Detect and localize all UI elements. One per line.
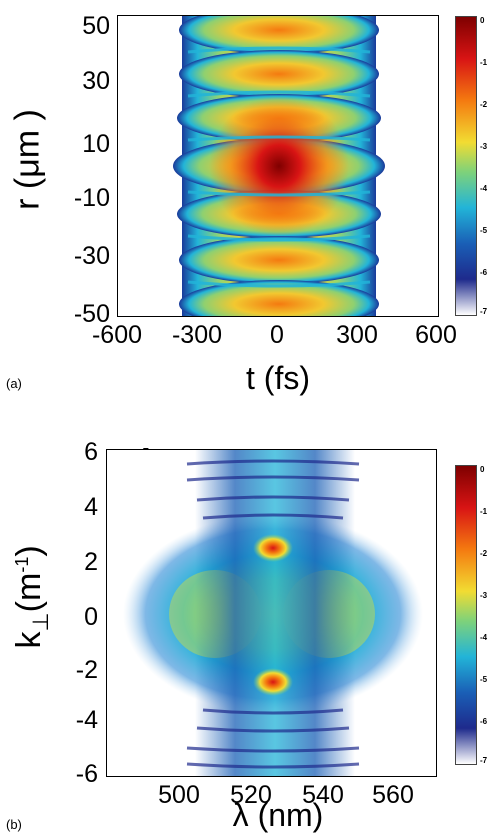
y-tick: -10 [40, 186, 110, 211]
y-tick: -4 [28, 708, 98, 733]
panel-tag: (b) [6, 817, 22, 832]
colorbar-tick: -6 [480, 269, 487, 277]
colorbar-tick: -1 [480, 59, 487, 67]
x-tick: -300 [162, 323, 232, 348]
colorbar-tick: -1 [480, 508, 487, 516]
colorbar-tick: -3 [480, 592, 487, 600]
colorbar-tick: -2 [480, 101, 487, 109]
heatmap-b [107, 450, 437, 777]
colorbar-tick: -7 [480, 308, 487, 316]
central-peak [209, 96, 349, 236]
x-axis-label: t (fs) [158, 360, 398, 397]
y-tick: -30 [40, 244, 110, 269]
y-tick: 30 [40, 69, 110, 94]
colorbar [455, 16, 477, 316]
colorbar-tick: -6 [480, 718, 487, 726]
y-tick: -2 [28, 658, 98, 683]
upper-hotspot [253, 534, 293, 562]
panel-tag: (a) [6, 376, 22, 391]
x-tick: -600 [82, 323, 152, 348]
heatmap-plot-b [106, 449, 437, 777]
colorbar-tick: -3 [480, 143, 487, 151]
panel-a: r (μm ) 50 30 10 -10 -30 -50 [0, 0, 500, 405]
x-tick: 600 [401, 323, 471, 348]
x-axis-label: λ (nm) [158, 797, 398, 834]
lower-hotspot [253, 668, 293, 696]
colorbar-tick: 0 [480, 466, 484, 474]
y-tick: 2 [28, 550, 98, 575]
colorbar-tick: -4 [480, 185, 487, 193]
colorbar-tick: -2 [480, 550, 487, 558]
colorbar-tick: -7 [480, 757, 487, 765]
heatmap-plot-a [117, 15, 439, 317]
y-tick: -6 [28, 762, 98, 787]
panel-b: k⊥(m-1) x105 6 4 2 0 -2 -4 -6 [0, 405, 500, 836]
x-tick: 0 [242, 323, 312, 348]
colorbar [455, 465, 477, 765]
y-tick: 6 [28, 440, 98, 465]
colorbar-tick: -5 [480, 227, 487, 235]
y-tick: 4 [28, 495, 98, 520]
colorbar-tick: -4 [480, 634, 487, 642]
colorbar-tick: 0 [480, 17, 484, 25]
y-tick: 10 [40, 132, 110, 157]
y-tick: 0 [28, 605, 98, 630]
heatmap-a [118, 16, 439, 317]
x-tick: 300 [322, 323, 392, 348]
colorbar-tick: -5 [480, 676, 487, 684]
y-tick: 50 [40, 14, 110, 39]
